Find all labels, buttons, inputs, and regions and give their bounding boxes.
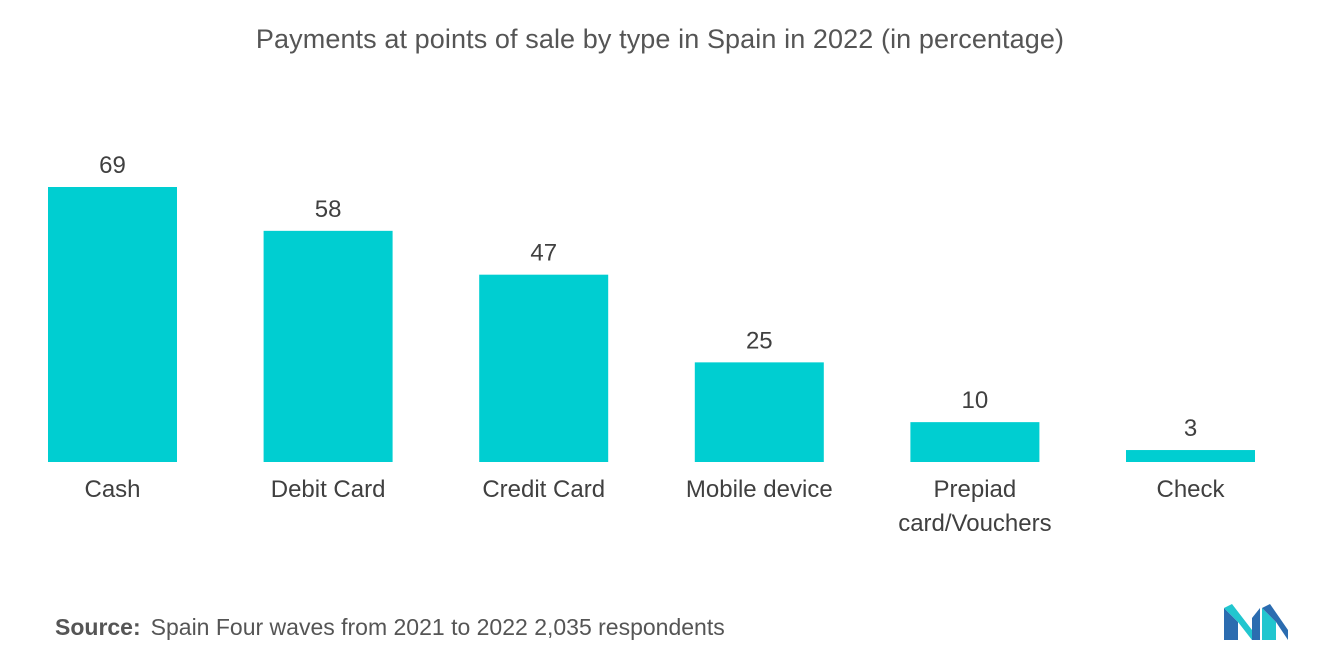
category-label: Cash bbox=[84, 476, 140, 503]
bar-chart: 69 Cash 58 Debit Card 47 Credit Card 25 Mobile … bbox=[48, 152, 1255, 537]
source-text: Spain Four waves from 2021 to 2022 2,035… bbox=[150, 614, 725, 640]
category-label: Debit Card bbox=[271, 476, 386, 503]
data-label: 47 bbox=[530, 240, 557, 267]
category-label-line: Check bbox=[1156, 476, 1225, 503]
data-label: 69 bbox=[99, 152, 126, 179]
bar-debit-card bbox=[263, 230, 393, 462]
source-label: Source: bbox=[55, 614, 141, 640]
bar-credit-card bbox=[479, 274, 609, 462]
category-label-line: Cash bbox=[84, 476, 140, 503]
bar-cash bbox=[48, 187, 177, 462]
category-label-line: Debit Card bbox=[271, 476, 386, 503]
data-label: 58 bbox=[315, 196, 342, 223]
data-label: 3 bbox=[1184, 415, 1197, 442]
category-label: Credit Card bbox=[482, 476, 605, 503]
category-label-line: Credit Card bbox=[482, 476, 605, 503]
data-label: 25 bbox=[746, 327, 773, 354]
category-label: Check bbox=[1156, 476, 1225, 503]
category-label-line: Prepiad bbox=[934, 476, 1017, 503]
bar-mobile-device bbox=[694, 362, 824, 462]
chart-title: Payments at points of sale by type in Sp… bbox=[255, 24, 1065, 54]
bar-check bbox=[1126, 450, 1255, 462]
data-label: 10 bbox=[962, 387, 989, 414]
category-label-line: card/Vouchers bbox=[898, 510, 1051, 537]
category-label: Prepiad card/Vouchers bbox=[898, 476, 1051, 537]
source-note: Source: Spain Four waves from 2021 to 202… bbox=[55, 614, 725, 641]
bar-prepiad-card-vouchers bbox=[910, 422, 1040, 462]
category-label: Mobile device bbox=[686, 476, 833, 503]
mordor-intelligence-logo-icon bbox=[1224, 604, 1288, 640]
category-label-line: Mobile device bbox=[686, 476, 833, 503]
